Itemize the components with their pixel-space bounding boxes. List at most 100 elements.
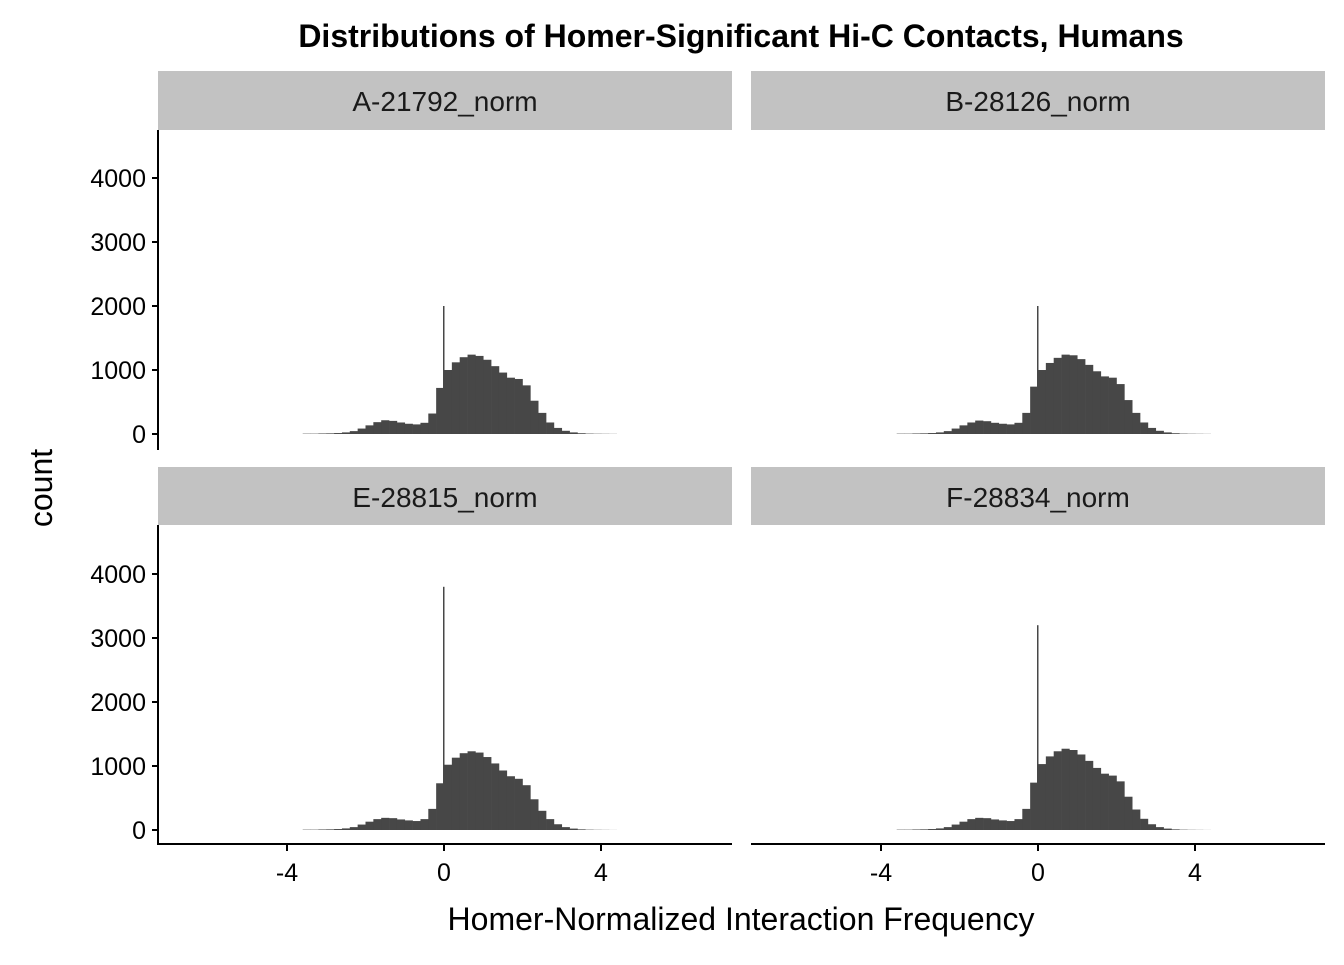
x-tick-label: -4 [276,859,298,887]
histogram-spike-bar [1037,306,1039,434]
y-tick-label: 2000 [90,689,146,717]
y-tick-label: 2000 [90,293,146,321]
facet-strip-label: B-28126_norm [945,86,1130,117]
histogram-bar [999,820,1007,830]
histogram-bar [1046,363,1054,434]
histogram-bar [523,785,531,830]
histogram-bar [1132,413,1140,434]
histogram-bar [1014,819,1022,830]
histogram-bar [428,809,436,830]
y-tick-label: 3000 [90,229,146,257]
histogram-bar [413,424,421,434]
histogram-bar [967,819,975,830]
histogram-spike-bar [443,587,445,830]
histogram-bar [960,822,968,830]
facet-panel: F-28834_norm -4 0 4 [751,467,1325,887]
histogram-spike-bar [443,306,445,434]
histogram-bar [1007,424,1015,434]
histogram-bar [1069,750,1077,830]
histogram-bar [381,818,389,830]
histogram-bar [1085,761,1093,830]
chart-title: Distributions of Homer-Significant Hi-C … [298,18,1183,54]
histogram-bar [452,758,460,830]
x-tick-label: 4 [1188,859,1202,887]
histogram-bar [460,357,468,434]
histogram-bar [912,433,920,434]
histogram-bar [342,432,350,434]
histogram-bar [483,360,491,434]
histogram-bar [1054,751,1062,830]
facet-strip-label: F-28834_norm [946,482,1130,513]
histogram-bar [1171,433,1179,434]
histogram-bar [428,414,436,434]
histogram-bar [944,431,952,434]
histogram-bar [928,829,936,830]
histogram-bar [983,818,991,830]
y-axis-label: count [23,449,59,527]
histogram-bar [1109,378,1117,434]
histogram-bar [928,433,936,434]
histogram-bar [1093,371,1101,434]
histogram-bar [334,829,342,830]
histogram-bar [1148,428,1156,434]
histogram-bar [397,422,405,434]
histogram-bar [483,757,491,830]
histogram-bar [389,818,397,830]
histogram-bar [1148,824,1156,830]
facet-panel: B-28126_norm [751,71,1325,434]
histogram-bar [326,433,334,434]
histogram-bar [936,432,944,434]
histogram-bar [920,829,928,830]
histogram-bar [538,811,546,830]
histogram-bar [1164,432,1172,434]
histogram-bar [1085,365,1093,434]
x-tick-label: -4 [870,859,892,887]
histogram-bar [538,413,546,434]
y-tick-label: 4000 [90,165,146,193]
histogram-bar [326,829,334,830]
x-tick-label: 4 [594,859,608,887]
histogram-bar [491,763,499,830]
histogram-bar [912,829,920,830]
histogram-bar [1038,370,1046,434]
histogram-bar [397,819,405,830]
histogram-bar [1124,400,1132,434]
histogram-bar [1022,809,1030,830]
histogram-bar [960,425,968,434]
histogram-bar [983,421,991,434]
histogram-bar [366,425,374,434]
histogram-bar [1101,774,1109,830]
y-tick-label: 0 [132,421,146,449]
histogram-bar [444,370,452,434]
histogram-bar [1109,776,1117,830]
histogram-bar [562,431,570,434]
histogram-bar [562,827,570,830]
y-tick-label: 4000 [90,561,146,589]
histogram-bar [1077,754,1085,830]
histogram-bar [318,433,326,434]
x-tick-label: 0 [437,859,451,887]
x-tick-label: 0 [1031,859,1045,887]
histogram-bar [444,765,452,830]
histogram-bar [1124,797,1132,830]
histogram-bar [577,829,585,830]
histogram-bar [1022,413,1030,434]
histogram-bar [936,828,944,830]
histogram-bar [1117,384,1125,434]
histogram-bar [452,362,460,434]
histogram-bar [1093,768,1101,830]
histogram-bar [1171,829,1179,830]
histogram-bar [507,776,515,830]
histogram-bar [413,821,421,830]
histogram-bar [999,424,1007,434]
histogram-bar [1140,819,1148,830]
histogram-bar [1046,756,1054,830]
histogram-bar [373,819,381,830]
histogram-bar [530,401,538,434]
histogram-bar [577,433,585,434]
histogram-bar [1069,355,1077,434]
histogram-bar [975,421,983,434]
histogram-bar [475,356,483,434]
